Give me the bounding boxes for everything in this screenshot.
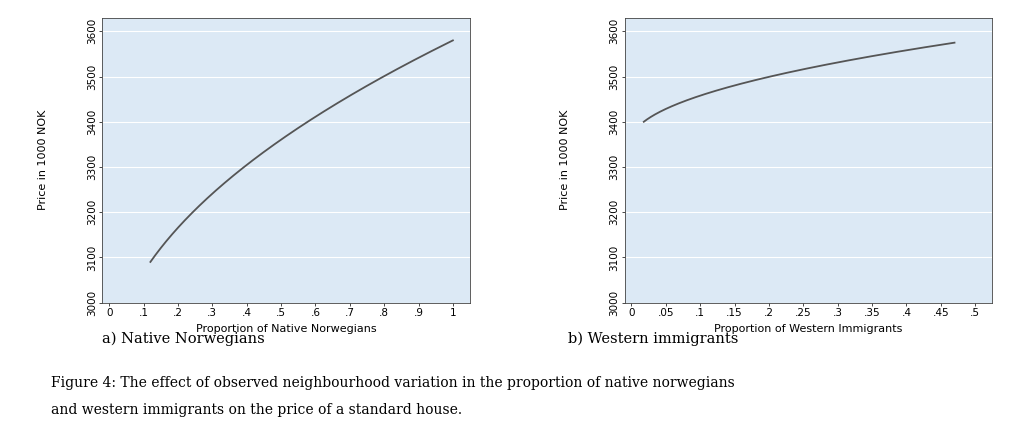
Y-axis label: Price in 1000 NOK: Price in 1000 NOK [38, 110, 48, 210]
X-axis label: Proportion of Native Norwegians: Proportion of Native Norwegians [195, 324, 376, 334]
Text: and western immigrants on the price of a standard house.: and western immigrants on the price of a… [51, 403, 462, 417]
Text: Figure 4: The effect of observed neighbourhood variation in the proportion of na: Figure 4: The effect of observed neighbo… [51, 376, 735, 390]
Text: b) Western immigrants: b) Western immigrants [568, 332, 739, 346]
Text: a) Native Norwegians: a) Native Norwegians [102, 332, 265, 346]
Y-axis label: Price in 1000 NOK: Price in 1000 NOK [561, 110, 570, 210]
X-axis label: Proportion of Western Immigrants: Proportion of Western Immigrants [714, 324, 902, 334]
